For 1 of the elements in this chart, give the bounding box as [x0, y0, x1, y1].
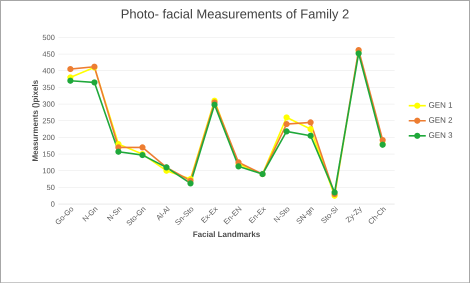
chart-title: Photo- facial Measurements of Family 2 [122, 8, 349, 21]
